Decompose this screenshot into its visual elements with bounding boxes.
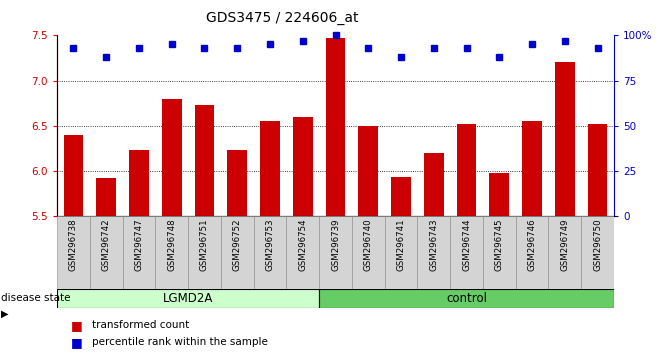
Text: GSM296742: GSM296742 — [102, 218, 111, 271]
Bar — [325, 38, 346, 216]
Bar — [548, 216, 581, 289]
Text: ▶: ▶ — [1, 309, 9, 319]
Text: GSM296743: GSM296743 — [429, 218, 438, 271]
Bar — [522, 121, 542, 216]
Text: GSM296741: GSM296741 — [397, 218, 405, 271]
Text: GSM296747: GSM296747 — [134, 218, 144, 271]
Bar — [90, 216, 123, 289]
Text: GSM296749: GSM296749 — [560, 218, 569, 270]
Text: ■: ■ — [70, 336, 83, 349]
Text: GSM296740: GSM296740 — [364, 218, 373, 271]
Bar — [260, 121, 280, 216]
Bar — [358, 126, 378, 216]
Bar — [424, 153, 444, 216]
Text: GSM296745: GSM296745 — [495, 218, 504, 271]
Bar — [287, 216, 319, 289]
Bar — [391, 177, 411, 216]
Bar — [352, 216, 384, 289]
Text: GSM296753: GSM296753 — [266, 218, 274, 271]
Text: GSM296739: GSM296739 — [331, 218, 340, 270]
Text: ■: ■ — [70, 319, 83, 332]
Text: GSM296752: GSM296752 — [233, 218, 242, 271]
Bar — [221, 216, 254, 289]
Bar — [417, 216, 450, 289]
Text: control: control — [446, 292, 487, 305]
Bar — [457, 124, 476, 216]
Text: GSM296746: GSM296746 — [527, 218, 537, 271]
Bar — [227, 150, 247, 216]
Text: GSM296738: GSM296738 — [69, 218, 78, 271]
Bar — [129, 150, 149, 216]
Bar — [555, 62, 574, 216]
Bar — [188, 216, 221, 289]
Text: GSM296748: GSM296748 — [167, 218, 176, 271]
Text: percentile rank within the sample: percentile rank within the sample — [92, 337, 268, 347]
Text: GDS3475 / 224606_at: GDS3475 / 224606_at — [205, 11, 358, 25]
Bar — [384, 216, 417, 289]
Bar — [97, 178, 116, 216]
Text: LGMD2A: LGMD2A — [163, 292, 213, 305]
Bar — [319, 289, 614, 308]
Bar — [319, 216, 352, 289]
Bar — [516, 216, 548, 289]
Bar — [293, 117, 313, 216]
Text: GSM296750: GSM296750 — [593, 218, 602, 271]
Bar — [450, 216, 483, 289]
Text: GSM296744: GSM296744 — [462, 218, 471, 271]
Bar — [57, 216, 90, 289]
Bar — [64, 135, 83, 216]
Text: transformed count: transformed count — [92, 320, 189, 330]
Text: disease state: disease state — [1, 293, 71, 303]
Bar — [588, 124, 607, 216]
Text: GSM296754: GSM296754 — [298, 218, 307, 271]
Text: GSM296751: GSM296751 — [200, 218, 209, 271]
Bar — [254, 216, 287, 289]
Bar — [123, 216, 155, 289]
Bar — [155, 216, 188, 289]
Bar — [483, 216, 516, 289]
Bar — [162, 98, 182, 216]
Bar — [581, 216, 614, 289]
Bar — [489, 173, 509, 216]
Bar — [195, 105, 214, 216]
Bar — [57, 289, 319, 308]
